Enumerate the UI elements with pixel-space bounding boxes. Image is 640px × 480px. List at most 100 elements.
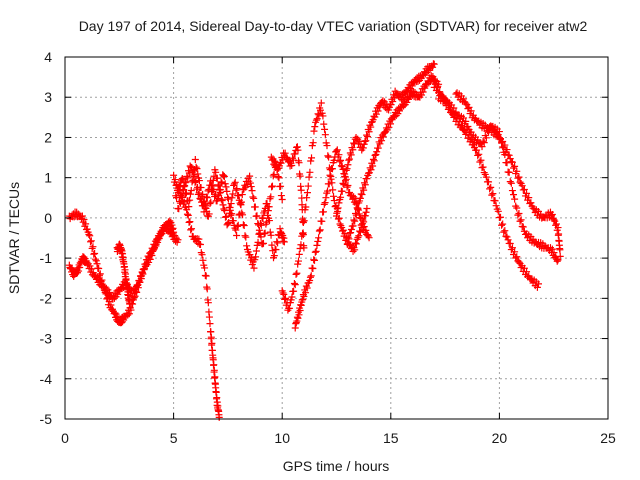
data-point (556, 246, 564, 254)
data-point (367, 166, 375, 174)
data-point (291, 150, 299, 158)
data-point (349, 146, 357, 154)
data-point (330, 197, 338, 205)
data-point (152, 240, 160, 248)
data-point (191, 178, 199, 186)
data-point (339, 226, 347, 234)
data-point (518, 182, 526, 190)
data-point (480, 139, 488, 147)
data-point (241, 232, 249, 240)
data-point (277, 192, 285, 200)
data-point (268, 241, 276, 249)
data-point (184, 197, 192, 205)
data-point (548, 245, 556, 253)
data-point (361, 212, 369, 220)
x-tick-label: 5 (170, 430, 178, 446)
data-point (255, 226, 263, 234)
data-point (299, 231, 307, 239)
data-point (362, 226, 370, 234)
data-point (550, 249, 558, 257)
data-point (362, 208, 370, 216)
data-point (220, 172, 228, 180)
data-point (98, 276, 106, 284)
data-point (349, 247, 357, 255)
data-point (365, 128, 373, 136)
data-point (238, 191, 246, 199)
data-point (408, 82, 416, 90)
data-point (525, 194, 533, 202)
series-arc-9 (291, 146, 373, 332)
data-point (367, 123, 375, 131)
data-point (199, 256, 207, 264)
data-point (354, 233, 362, 241)
data-point (281, 149, 289, 157)
data-point (198, 251, 206, 259)
data-point (316, 226, 324, 234)
data-point (403, 98, 411, 106)
data-point (221, 213, 229, 221)
data-point (100, 282, 108, 290)
data-point (92, 257, 100, 265)
data-point (473, 146, 481, 154)
data-point (110, 294, 118, 302)
data-points (65, 60, 564, 421)
y-tick-label: -2 (40, 290, 53, 306)
data-point (261, 229, 269, 237)
y-tick-labels: -5 -4 -3 -2 -1 0 1 2 3 4 (40, 49, 53, 427)
data-point (361, 137, 369, 145)
data-point (90, 250, 98, 258)
data-point (237, 198, 245, 206)
data-point (255, 221, 263, 229)
data-point (357, 215, 365, 223)
data-point (548, 210, 556, 218)
data-point (350, 193, 358, 201)
data-point (267, 231, 275, 239)
data-point (527, 199, 535, 207)
data-point (503, 146, 511, 154)
data-point (389, 98, 397, 106)
data-point (280, 290, 288, 298)
data-point (281, 295, 289, 303)
data-point (550, 216, 558, 224)
data-point (233, 232, 241, 240)
data-point (195, 235, 203, 243)
data-point (380, 129, 388, 137)
data-point (339, 165, 347, 173)
data-point (97, 278, 105, 286)
data-point (105, 297, 113, 305)
data-point (520, 185, 528, 193)
data-point (173, 194, 181, 202)
data-point (505, 151, 513, 159)
data-point (246, 179, 254, 187)
data-point (178, 193, 186, 201)
data-point (188, 225, 196, 233)
data-point (194, 170, 202, 178)
data-point (120, 316, 128, 324)
data-point (210, 366, 218, 374)
data-point (496, 213, 504, 221)
data-point (510, 191, 518, 199)
data-point (293, 269, 301, 277)
data-point (107, 301, 115, 309)
data-point (429, 73, 437, 81)
data-point (96, 270, 104, 278)
data-point (101, 289, 109, 297)
data-point (235, 211, 243, 219)
data-point (515, 209, 523, 217)
data-point (310, 127, 318, 135)
x-tick-label: 25 (600, 430, 616, 446)
data-point (114, 290, 122, 298)
data-point (344, 233, 352, 241)
data-point (309, 139, 317, 147)
data-point (391, 113, 399, 121)
data-point (414, 77, 422, 85)
data-point (345, 235, 353, 243)
data-point (374, 107, 382, 115)
data-point (308, 142, 316, 150)
data-point (514, 211, 522, 219)
data-point (508, 244, 516, 252)
data-point (136, 278, 144, 286)
data-point (300, 244, 308, 252)
data-point (337, 156, 345, 164)
data-point (91, 255, 99, 263)
